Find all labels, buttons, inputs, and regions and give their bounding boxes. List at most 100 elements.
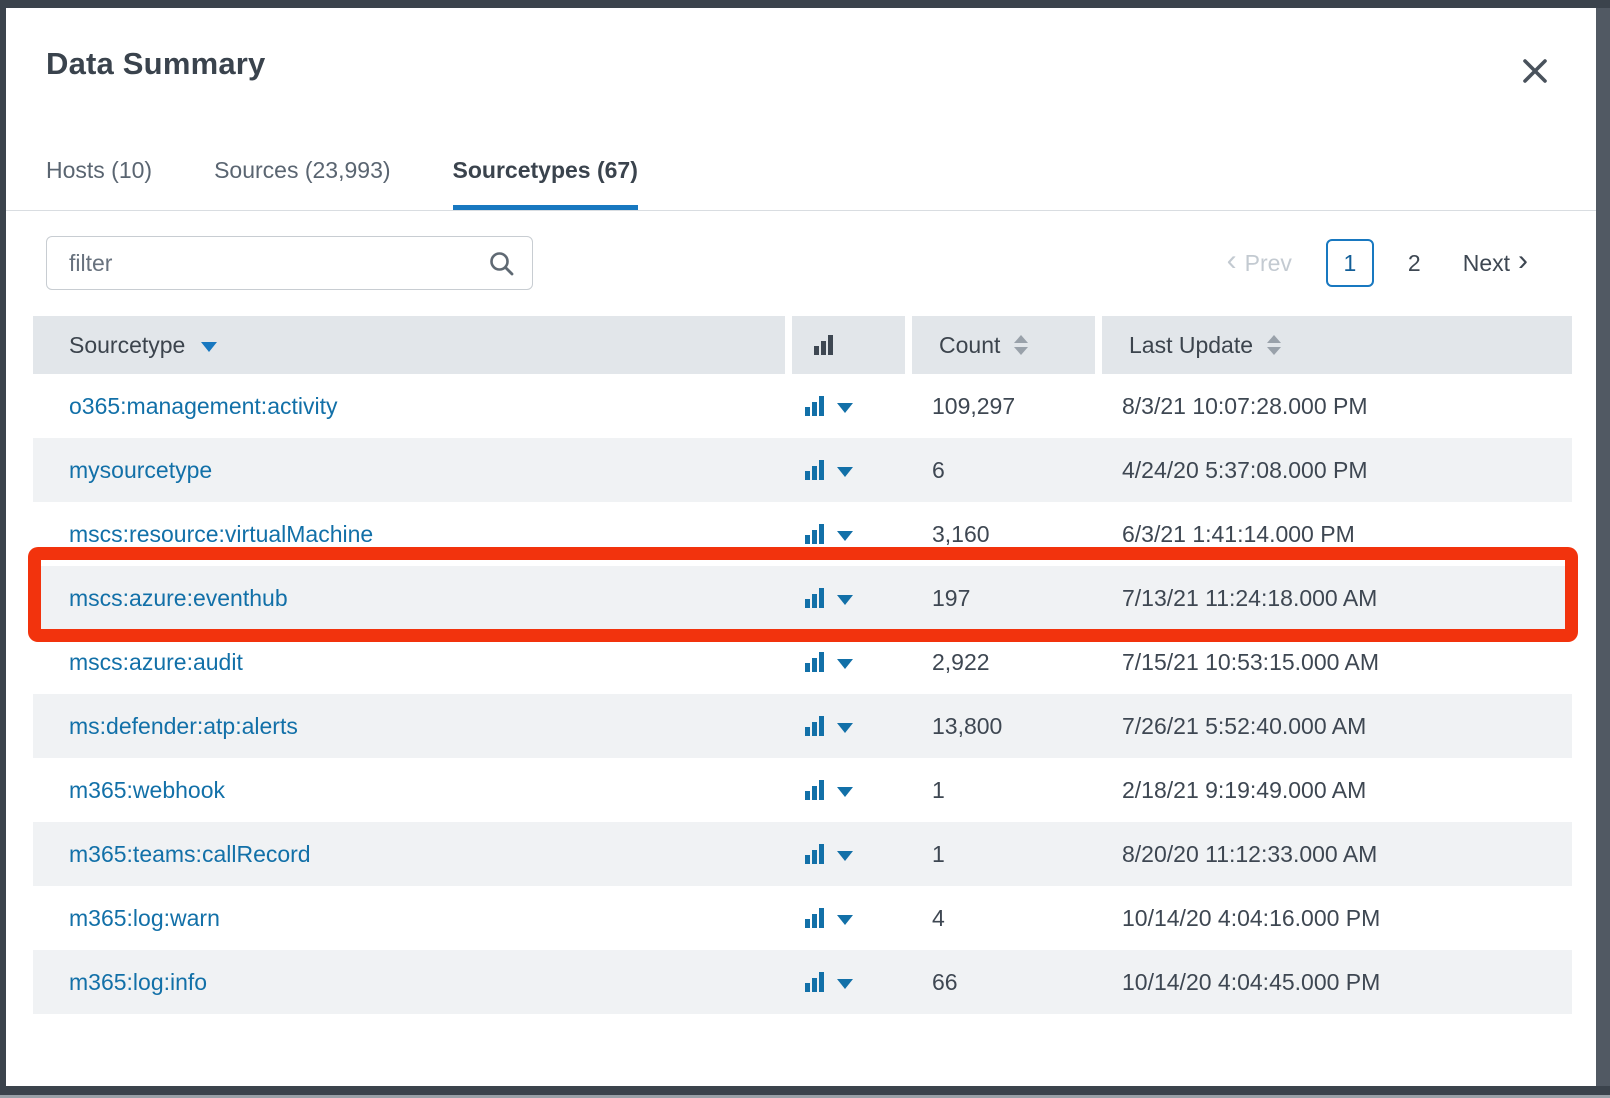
last-update-cell: 10/14/20 4:04:16.000 PM xyxy=(1122,904,1381,931)
row-chart-dropdown[interactable] xyxy=(785,502,905,566)
last-update-cell: 7/13/21 11:24:18.000 AM xyxy=(1122,584,1378,611)
column-header-sourcetype[interactable]: Sourcetype xyxy=(33,316,785,374)
row-chart-dropdown[interactable] xyxy=(785,950,905,1014)
bar-chart-icon xyxy=(814,335,833,355)
last-update-cell: 2/18/21 9:19:49.000 AM xyxy=(1122,776,1367,803)
sort-both-icon xyxy=(1014,335,1029,355)
caret-down-icon xyxy=(837,915,853,925)
sourcetype-link[interactable]: mscs:azure:eventhub xyxy=(69,584,288,611)
bar-chart-icon xyxy=(805,908,824,928)
tab-sourcetypes[interactable]: Sourcetypes (67) xyxy=(452,157,638,210)
bar-chart-icon xyxy=(805,396,824,416)
tab-sources[interactable]: Sources (23,993) xyxy=(214,157,391,183)
page-background-strip xyxy=(1596,8,1610,1086)
prev-label: Prev xyxy=(1244,249,1292,276)
table-header-row: Sourcetype Count Last Update xyxy=(33,316,1572,374)
table-row: mscs:azure:audit 2,922 7/15/21 10:53:15.… xyxy=(33,630,1572,694)
sourcetype-link[interactable]: mscs:azure:audit xyxy=(69,648,243,675)
table-row: m365:webhook 1 2/18/21 9:19:49.000 AM xyxy=(33,758,1572,822)
pagination: ‹ Prev 1 2 Next › xyxy=(1219,239,1536,287)
bar-chart-icon xyxy=(805,524,824,544)
last-update-cell: 7/15/21 10:53:15.000 AM xyxy=(1122,648,1380,675)
next-page-button[interactable]: Next › xyxy=(1463,244,1536,277)
bar-chart-icon xyxy=(805,780,824,800)
column-header-last-update[interactable]: Last Update xyxy=(1095,316,1572,374)
caret-down-icon xyxy=(837,467,853,477)
filter-wrap xyxy=(46,236,533,290)
sourcetype-link[interactable]: m365:log:info xyxy=(69,968,208,995)
caret-down-icon xyxy=(837,979,853,989)
count-header-label: Count xyxy=(939,331,1001,358)
row-chart-dropdown[interactable] xyxy=(785,566,905,630)
row-chart-dropdown[interactable] xyxy=(785,822,905,886)
table-row: mscs:resource:virtualMachine 3,160 6/3/2… xyxy=(33,502,1572,566)
count-cell: 6 xyxy=(932,456,945,483)
caret-down-icon xyxy=(837,851,853,861)
modal-header: Data Summary xyxy=(6,8,1596,150)
last-update-header-label: Last Update xyxy=(1129,331,1254,358)
sourcetype-link[interactable]: m365:teams:callRecord xyxy=(69,840,311,867)
tab-hosts[interactable]: Hosts (10) xyxy=(46,157,153,183)
table-row-highlighted: mscs:azure:eventhub 197 7/13/21 11:24:18… xyxy=(33,566,1572,630)
bar-chart-icon xyxy=(805,844,824,864)
sourcetypes-table: Sourcetype Count Last Update o365:m xyxy=(33,316,1572,1014)
count-cell: 1 xyxy=(932,776,945,803)
count-cell: 66 xyxy=(932,968,958,995)
count-cell: 1 xyxy=(932,840,945,867)
sourcetype-link[interactable]: o365:management:activity xyxy=(69,392,338,419)
caret-down-icon xyxy=(837,531,853,541)
sourcetype-link[interactable]: mysourcetype xyxy=(69,456,213,483)
last-update-cell: 4/24/20 5:37:08.000 PM xyxy=(1122,456,1368,483)
caret-down-icon xyxy=(837,595,853,605)
count-cell: 197 xyxy=(932,584,971,611)
filter-input[interactable] xyxy=(46,236,533,290)
count-cell: 3,160 xyxy=(932,520,990,547)
caret-down-icon xyxy=(837,659,853,669)
row-chart-dropdown[interactable] xyxy=(785,374,905,438)
last-update-cell: 8/3/21 10:07:28.000 PM xyxy=(1122,392,1368,419)
window-bottom-edge xyxy=(0,1095,1610,1098)
close-button[interactable] xyxy=(1518,54,1552,88)
bar-chart-icon xyxy=(805,588,824,608)
count-cell: 2,922 xyxy=(932,648,990,675)
sort-desc-icon xyxy=(201,342,218,352)
last-update-cell: 7/26/21 5:52:40.000 AM xyxy=(1122,712,1367,739)
table-row: m365:teams:callRecord 1 8/20/20 11:12:33… xyxy=(33,822,1572,886)
sort-both-icon xyxy=(1267,335,1282,355)
table-row: mysourcetype 6 4/24/20 5:37:08.000 PM xyxy=(33,438,1572,502)
prev-page-button[interactable]: ‹ Prev xyxy=(1219,244,1292,277)
page-1-button[interactable]: 1 xyxy=(1325,239,1374,287)
column-header-count[interactable]: Count xyxy=(905,316,1095,374)
row-chart-dropdown[interactable] xyxy=(785,758,905,822)
sourcetype-link[interactable]: ms:defender:atp:alerts xyxy=(69,712,298,739)
sourcetype-header-label: Sourcetype xyxy=(69,331,186,358)
close-icon xyxy=(1523,59,1547,83)
toolbar: ‹ Prev 1 2 Next › xyxy=(6,211,1596,290)
table-row: m365:log:info 66 10/14/20 4:04:45.000 PM xyxy=(33,950,1572,1014)
chevron-right-icon: › xyxy=(1518,244,1528,277)
last-update-cell: 10/14/20 4:04:45.000 PM xyxy=(1122,968,1381,995)
table-row: ms:defender:atp:alerts 13,800 7/26/21 5:… xyxy=(33,694,1572,758)
caret-down-icon xyxy=(837,723,853,733)
sourcetype-link[interactable]: m365:log:warn xyxy=(69,904,220,931)
column-header-chart xyxy=(785,316,905,374)
row-chart-dropdown[interactable] xyxy=(785,438,905,502)
page-2-button[interactable]: 2 xyxy=(1407,249,1421,276)
bar-chart-icon xyxy=(805,972,824,992)
sourcetype-link[interactable]: mscs:resource:virtualMachine xyxy=(69,520,374,547)
row-chart-dropdown[interactable] xyxy=(785,630,905,694)
data-summary-modal: Data Summary Hosts (10) Sources (23,993)… xyxy=(6,8,1596,1086)
table-row: o365:management:activity 109,297 8/3/21 … xyxy=(33,374,1572,438)
count-cell: 4 xyxy=(932,904,945,931)
row-chart-dropdown[interactable] xyxy=(785,886,905,950)
table-row: m365:log:warn 4 10/14/20 4:04:16.000 PM xyxy=(33,886,1572,950)
bar-chart-icon xyxy=(805,716,824,736)
row-chart-dropdown[interactable] xyxy=(785,694,905,758)
last-update-cell: 6/3/21 1:41:14.000 PM xyxy=(1122,520,1355,547)
caret-down-icon xyxy=(837,787,853,797)
last-update-cell: 8/20/20 11:12:33.000 AM xyxy=(1122,840,1378,867)
bar-chart-icon xyxy=(805,460,824,480)
sourcetype-link[interactable]: m365:webhook xyxy=(69,776,225,803)
tab-bar: Hosts (10) Sources (23,993) Sourcetypes … xyxy=(6,150,1596,211)
chevron-left-icon: ‹ xyxy=(1226,244,1237,277)
